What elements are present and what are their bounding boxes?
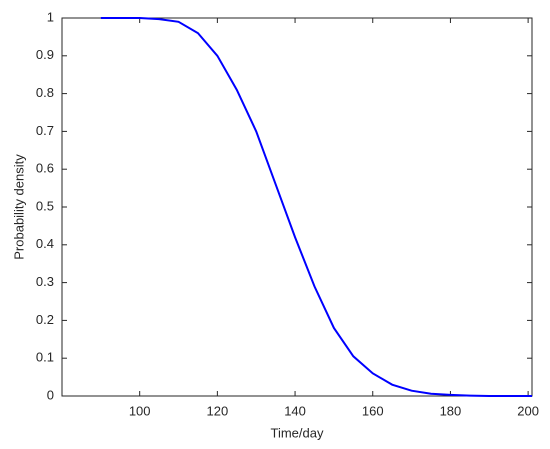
y-axis-label: Probability density [11,154,26,260]
y-tick-label: 0.1 [36,350,54,365]
y-tick-label: 1 [47,9,54,24]
x-tick-label: 140 [284,403,306,418]
y-tick-label: 0.9 [36,47,54,62]
y-tick-label: 0.8 [36,85,54,100]
y-tick-label: 0.3 [36,274,54,289]
y-tick-label: 0.5 [36,198,54,213]
plot-frame [61,17,533,397]
x-tick-label: 180 [440,403,462,418]
y-tick-label: 0 [47,387,54,402]
x-tick-label: 100 [129,403,151,418]
y-tick-label: 0.2 [36,312,54,327]
x-tick-label: 200 [517,403,539,418]
y-tick-label: 0.6 [36,161,54,176]
data-line [100,17,532,397]
x-tick-label: 160 [362,403,384,418]
x-axis-label: Time/day [271,425,324,440]
y-tick-label: 0.7 [36,123,54,138]
x-tick-label: 120 [207,403,229,418]
y-tick-label: 0.4 [36,236,54,251]
